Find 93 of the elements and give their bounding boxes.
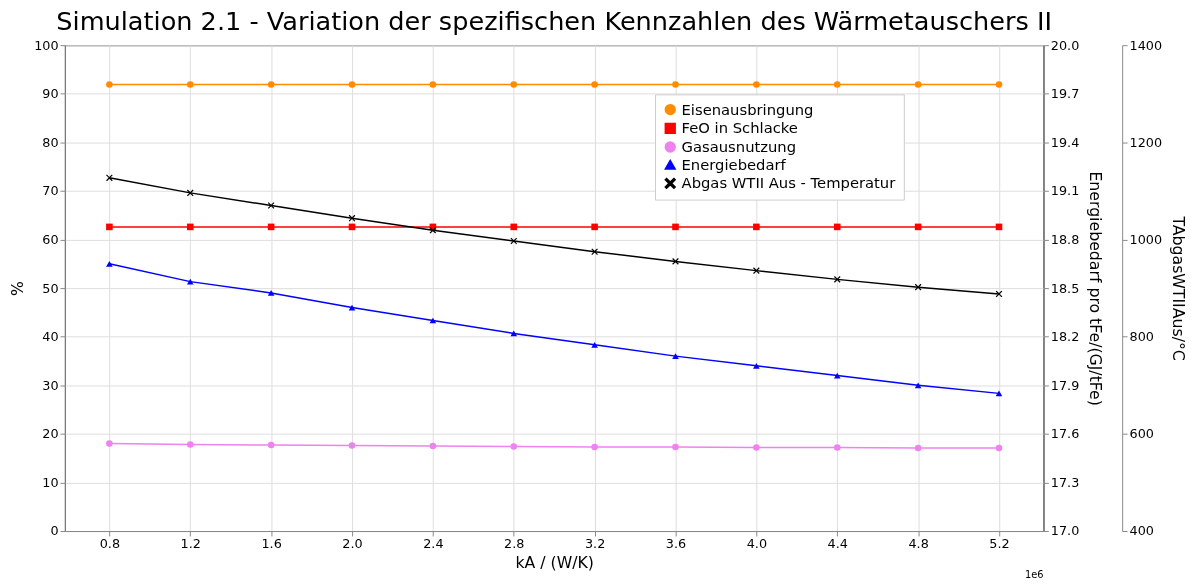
y3-tick-label: 800 [1129, 329, 1154, 345]
point [995, 81, 1003, 88]
point [753, 81, 760, 88]
point [186, 81, 194, 88]
point [267, 441, 275, 449]
y2-tick-label: 19.1 [1050, 183, 1080, 199]
y2-axis-title: Energiebedarf pro tFe/(GJ/tFe) [1086, 171, 1106, 406]
y3-tick-label: 1400 [1129, 37, 1163, 53]
point [429, 81, 437, 88]
y3-tick-label: 1000 [1129, 231, 1163, 247]
x-tick-label: 2.0 [342, 536, 363, 552]
text: 1e6 [1024, 569, 1044, 581]
point [833, 223, 841, 231]
point [672, 223, 679, 231]
y-tick-label: 20 [42, 426, 59, 442]
legend-label: Abgas WTII Aus - Temperatur [681, 174, 897, 192]
point [510, 223, 518, 231]
point [106, 174, 113, 182]
point [914, 382, 922, 389]
point [106, 223, 113, 231]
y-tick-label: 50 [42, 280, 59, 296]
x-tick-label: 4.8 [908, 536, 929, 552]
legend-label: FeO in Schlacke [681, 119, 798, 137]
point [591, 443, 598, 451]
point [833, 444, 841, 451]
point [106, 81, 113, 88]
point [914, 444, 922, 452]
y-tick-label: 40 [42, 329, 59, 345]
point [591, 341, 598, 348]
y-tick-label: 60 [42, 231, 59, 247]
point [348, 81, 356, 88]
point [995, 390, 1003, 397]
point [914, 81, 922, 88]
point [672, 81, 679, 88]
legend-label: Gasausnutzung [681, 137, 797, 155]
y3-axis-title: TAbgasWTIIAus/°C [1168, 215, 1188, 361]
point [753, 444, 760, 451]
point [267, 202, 275, 209]
point [106, 440, 113, 447]
y-tick-label: 70 [42, 183, 59, 199]
point [591, 223, 598, 231]
y-tick-label: 0 [50, 523, 59, 539]
x-tick-label: 1.2 [180, 536, 201, 552]
point [833, 81, 841, 88]
x-tick-label: 2.4 [423, 536, 444, 552]
x-tick-label: 2.8 [504, 536, 525, 552]
y3-tick-label: 400 [1129, 523, 1154, 539]
point [995, 444, 1003, 452]
point [348, 442, 356, 449]
y2-tick-label: 18.8 [1050, 231, 1080, 247]
point [753, 223, 760, 231]
chart-title: Simulation 2.1 - Variation der spezifischen Kennzahlen des Wärmetauschers II [56, 6, 1053, 37]
y-tick-label: 80 [42, 134, 59, 150]
point [267, 81, 275, 88]
point [186, 441, 194, 448]
x-tick-label: 1.6 [261, 536, 282, 552]
y2-tick-label: 20.0 [1050, 37, 1080, 53]
x-tick-label: 4.4 [827, 536, 848, 552]
point [429, 442, 437, 450]
point [510, 443, 518, 450]
point [510, 237, 518, 245]
point [591, 81, 598, 88]
y2-tick-label: 19.7 [1050, 86, 1080, 102]
point [186, 223, 194, 231]
point [753, 362, 760, 369]
y2-tick-label: 17.3 [1050, 474, 1080, 490]
y2-tick-label: 17.0 [1050, 523, 1080, 539]
y-tick-label: 10 [42, 474, 59, 490]
x-tick-label: 3.2 [584, 536, 606, 552]
x-tick-label: 5.2 [989, 536, 1010, 552]
legend-label: Eisenausbringung [681, 100, 814, 118]
point [106, 260, 113, 267]
legend-label: Energiebedarf [681, 155, 787, 173]
y-tick-label: 100 [34, 37, 59, 53]
y2-tick-label: 19.4 [1050, 134, 1080, 150]
y-tick-label: 90 [42, 86, 59, 102]
point [510, 81, 518, 88]
x-tick-label: 3.6 [665, 536, 687, 552]
x-tick-label: 0.8 [99, 536, 121, 552]
point [672, 443, 679, 451]
x-tick-label: 4.0 [746, 536, 768, 552]
y3-tick-label: 600 [1129, 426, 1154, 442]
y2-tick-label: 17.6 [1050, 426, 1080, 442]
point [429, 227, 437, 234]
y3-tick-label: 1200 [1129, 134, 1163, 150]
y-axis-title: % [8, 281, 28, 297]
y2-tick-label: 17.9 [1050, 377, 1080, 393]
y2-tick-label: 18.2 [1050, 329, 1080, 345]
point [672, 353, 679, 359]
y-tick-label: 30 [42, 377, 59, 393]
point [267, 290, 275, 296]
x-axis-title: kA / (W/K) [515, 552, 594, 572]
y2-tick-label: 18.5 [1050, 280, 1080, 296]
